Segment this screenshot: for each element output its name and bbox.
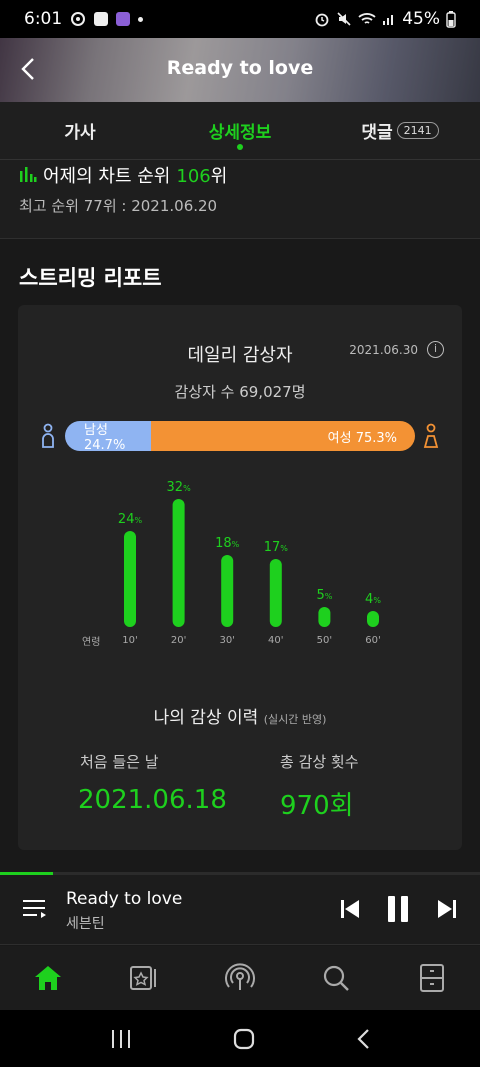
bar-value-label: 17% — [264, 540, 289, 555]
rank-value: 106 — [176, 166, 211, 187]
alarm-icon — [315, 13, 329, 27]
back-arrow-icon[interactable] — [18, 56, 40, 82]
info-icon[interactable]: i — [427, 341, 444, 358]
male-segment: 남성 24.7% — [65, 421, 152, 451]
settings-icon — [71, 12, 86, 26]
age-distribution-chart: 24% 10' 32% 20' 18% 30' 17% 40' 5% 50' 4% 60' — [118, 480, 381, 646]
podcast-icon — [225, 963, 255, 990]
pause-icon[interactable] — [386, 895, 410, 923]
age-tick-label: 60' — [365, 635, 380, 646]
chart-rank-section: 어제의 차트 순위 106위 최고 순위 77위 : 2021.06.20 — [0, 160, 480, 239]
comment-count-badge: 2141 — [396, 122, 439, 139]
library-icon — [130, 966, 156, 990]
nav-library[interactable] — [96, 946, 192, 1010]
nav-home[interactable] — [0, 946, 96, 1010]
bar-value-label: 32% — [167, 480, 192, 495]
player-artist: 세븐틴 — [66, 916, 105, 932]
battery-icon — [446, 10, 456, 28]
signal-icon — [383, 15, 394, 25]
search-icon — [323, 965, 349, 991]
age-tick-label: 30' — [219, 635, 234, 646]
report-date: 2021.06.30 — [349, 343, 418, 357]
age-tick-label: 10' — [122, 635, 137, 646]
first-listen-label: 처음 들은 날 — [80, 753, 159, 771]
streaming-report-title: 스트리밍 리포트 — [19, 266, 162, 290]
previous-icon[interactable] — [340, 898, 360, 920]
rank-suffix: 위 — [210, 166, 228, 187]
system-navigation-bar — [0, 1010, 480, 1067]
listening-history-title: 나의 감상 이력 (실시간 반영) — [153, 708, 327, 728]
female-segment: 여성 75.3% — [151, 421, 415, 451]
next-icon[interactable] — [437, 898, 457, 920]
tab-comments[interactable]: 댓글 2141 — [320, 102, 480, 159]
nav-my-music[interactable] — [384, 946, 480, 1010]
chart-rank-icon — [20, 167, 37, 182]
back-button-icon[interactable] — [356, 1028, 370, 1050]
playback-progress[interactable] — [0, 872, 480, 875]
notification-icon — [94, 12, 109, 26]
bar-value-label: 18% — [215, 536, 240, 551]
bar-50 — [318, 607, 331, 627]
daily-listeners-title: 데일리 감상자 — [187, 345, 293, 366]
bar-20 — [172, 499, 185, 627]
age-tick-label: 40' — [268, 635, 283, 646]
player-track-title: Ready to love — [66, 889, 183, 909]
mute-icon — [337, 12, 351, 26]
bottom-navigation — [0, 946, 480, 1010]
status-time: 6:01 — [24, 9, 63, 29]
tab-bar: 가사 상세정보 댓글 2141 — [0, 102, 480, 160]
male-icon — [42, 423, 54, 448]
status-bar: 6:01 45% — [0, 0, 480, 38]
home-button-icon[interactable] — [233, 1028, 255, 1050]
realtime-note: (실시간 반영) — [263, 713, 327, 726]
age-axis-label: 연령 — [82, 637, 101, 648]
mini-player[interactable]: Ready to love 세븐틴 — [0, 875, 480, 945]
streaming-report-card: 데일리 감상자 2021.06.30 i 감상자 수 69,027명 남성 24… — [18, 305, 462, 850]
age-tick-label: 20' — [171, 635, 186, 646]
more-notifications-icon — [138, 16, 144, 22]
drawer-icon — [420, 964, 444, 992]
app-notification-icon — [116, 12, 131, 26]
song-header: Ready to love — [0, 38, 480, 102]
age-tick-label: 50' — [317, 635, 332, 646]
tab-lyrics[interactable]: 가사 — [64, 123, 96, 143]
recent-apps-icon[interactable] — [110, 1029, 132, 1049]
total-plays-label: 총 감상 횟수 — [280, 753, 359, 771]
home-icon — [35, 966, 61, 990]
bar-40 — [269, 559, 282, 627]
bar-value-label: 5% — [316, 588, 332, 603]
bar-10 — [124, 531, 136, 627]
battery-text: 45% — [402, 9, 440, 29]
first-listen-value: 2021.06.18 — [78, 785, 227, 815]
female-icon — [423, 423, 439, 448]
nav-station[interactable] — [192, 946, 288, 1010]
bar-value-label: 24% — [118, 512, 143, 527]
bar-value-label: 4% — [365, 592, 381, 607]
best-rank: 최고 순위 77위 : 2021.06.20 — [19, 197, 218, 215]
tab-details[interactable]: 상세정보 — [160, 102, 320, 159]
total-plays-value: 970회 — [280, 791, 354, 821]
page-title: Ready to love — [166, 57, 314, 79]
bar-60 — [367, 611, 379, 627]
listener-count: 감상자 수 69,027명 — [174, 383, 306, 401]
wifi-icon — [358, 13, 376, 24]
nav-search[interactable] — [288, 946, 384, 1010]
gender-ratio-bar: 남성 24.7% 여성 75.3% — [65, 421, 415, 451]
rank-label: 어제의 차트 순위 — [43, 166, 171, 187]
bar-30 — [221, 555, 234, 627]
playlist-icon[interactable] — [22, 897, 48, 921]
